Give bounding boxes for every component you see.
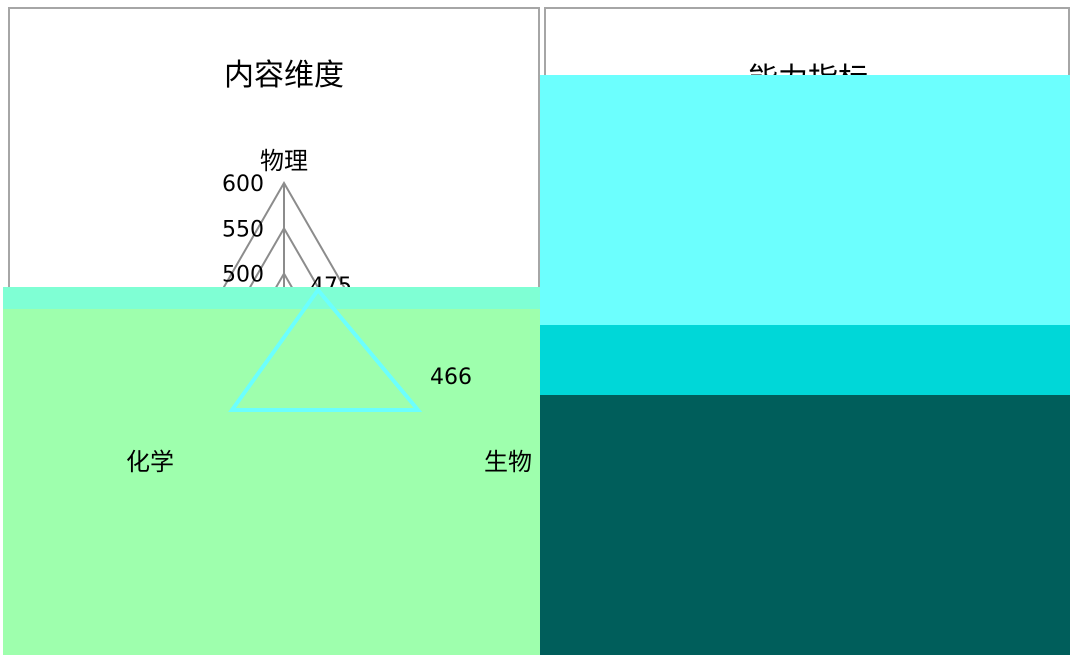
radial-tick-label: 500 [222,263,264,288]
overlay-cyan-block [540,75,1070,325]
axis-label-chemistry: 化学 [126,448,174,476]
overlay-dark-block [540,395,1070,655]
data-label-biology: 466 [430,365,472,390]
overlay-mint-band [3,287,540,655]
radial-tick-label: 600 [222,172,264,197]
series-line-remnant [228,286,423,412]
chart-title: 内容维度 [224,58,344,93]
overlay-mint-strip [3,287,540,309]
axis-label-biology: 生物 [484,448,532,476]
radial-tick-label: 550 [222,217,264,242]
overlay-teal-block [540,325,1070,405]
axis-label-physics: 物理 [260,147,308,175]
